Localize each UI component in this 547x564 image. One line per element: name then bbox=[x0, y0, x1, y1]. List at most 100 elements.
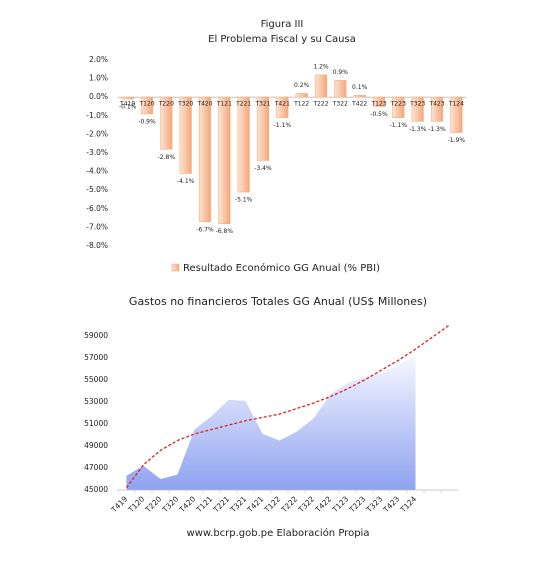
y-tick-label: 49000 bbox=[84, 441, 108, 450]
figure-subtitle: El Problema Fiscal y su Causa bbox=[208, 34, 356, 45]
bar bbox=[392, 96, 405, 118]
x-tick-label: T422 bbox=[313, 494, 334, 515]
x-tick-label: T123 bbox=[370, 101, 386, 108]
y-tick-label: -1.0% bbox=[86, 111, 108, 120]
x-tick-label: T221 bbox=[235, 101, 251, 108]
x-tick-label: T223 bbox=[347, 494, 368, 515]
y-tick-label: 1.0% bbox=[89, 74, 108, 83]
x-tick-label: T124 bbox=[398, 494, 419, 515]
x-tick-label: T121 bbox=[216, 101, 232, 108]
data-label: -0.5% bbox=[370, 111, 388, 118]
bar bbox=[179, 96, 192, 174]
y-tick-label: -7.0% bbox=[86, 222, 108, 231]
data-label: -3.4% bbox=[254, 165, 272, 172]
y-tick-label: 55000 bbox=[84, 375, 108, 384]
x-tick-label: T321 bbox=[228, 494, 249, 515]
x-tick-label: T420 bbox=[177, 494, 198, 515]
legend-swatch bbox=[171, 263, 180, 272]
x-tick-label: T423 bbox=[428, 101, 444, 108]
x-tick-label: T120 bbox=[126, 494, 147, 515]
bar bbox=[121, 96, 134, 100]
bar bbox=[198, 96, 212, 223]
data-label: 0.2% bbox=[294, 82, 310, 89]
bar bbox=[411, 96, 424, 122]
y-tick-label: 51000 bbox=[84, 419, 108, 428]
legend-label: Resultado Económico GG Anual (% PBI) bbox=[183, 262, 380, 274]
y-tick-label: 0.0% bbox=[89, 92, 108, 101]
x-tick-label: T222 bbox=[312, 101, 328, 108]
y-tick-label: 53000 bbox=[84, 397, 108, 406]
data-label: 1.2% bbox=[313, 63, 329, 70]
y-tick-label: 2.0% bbox=[89, 55, 108, 64]
y-tick-label: -5.0% bbox=[86, 185, 108, 194]
x-tick-label: T320 bbox=[177, 101, 193, 108]
x-tick-label: T421 bbox=[274, 101, 290, 108]
data-label: -6.7% bbox=[196, 226, 214, 233]
data-label: 0.9% bbox=[333, 69, 349, 76]
data-label: -1.3% bbox=[409, 126, 427, 133]
bar bbox=[237, 96, 250, 193]
x-tick-label: T423 bbox=[381, 494, 402, 515]
y-tick-label: -6.0% bbox=[86, 204, 108, 213]
x-tick-label: T220 bbox=[158, 101, 174, 108]
x-tick-label: T120 bbox=[138, 101, 154, 108]
x-tick-label: T322 bbox=[332, 101, 348, 108]
bar bbox=[372, 96, 386, 107]
x-tick-label: T419 bbox=[119, 101, 135, 108]
x-tick-label: T320 bbox=[160, 494, 181, 515]
bar bbox=[276, 96, 289, 118]
area bbox=[126, 355, 416, 490]
data-label: -6.8% bbox=[216, 228, 234, 235]
x-tick-label: T220 bbox=[143, 494, 164, 515]
bar bbox=[450, 96, 463, 133]
data-label: -2.8% bbox=[158, 154, 176, 161]
bar bbox=[295, 93, 308, 98]
x-tick-label: T420 bbox=[196, 101, 212, 108]
figure-title: Figura III bbox=[261, 19, 304, 30]
x-tick-label: T322 bbox=[296, 494, 317, 515]
bar bbox=[430, 96, 444, 122]
bar bbox=[334, 80, 347, 98]
y-tick-label: 45000 bbox=[84, 485, 108, 494]
x-tick-label: T222 bbox=[279, 494, 300, 515]
x-tick-label: T422 bbox=[351, 101, 367, 108]
x-tick-label: T223 bbox=[390, 101, 406, 108]
x-tick-label: T122 bbox=[293, 101, 309, 108]
y-tick-label: -3.0% bbox=[86, 148, 108, 157]
y-tick-label: -2.0% bbox=[86, 129, 108, 138]
data-label: -0.1% bbox=[119, 104, 137, 111]
data-label: -1.3% bbox=[428, 126, 446, 133]
x-tick-label: T124 bbox=[448, 101, 464, 108]
y-tick-label: -8.0% bbox=[86, 241, 108, 250]
bar bbox=[218, 96, 231, 224]
x-tick-label: T323 bbox=[364, 494, 385, 515]
bar bbox=[140, 96, 154, 115]
data-label: -0.9% bbox=[138, 118, 156, 125]
y-tick-label: 47000 bbox=[84, 463, 108, 472]
data-label: -1.1% bbox=[274, 122, 292, 129]
footer: www.bcrp.gob.pe Elaboración Propia bbox=[187, 527, 370, 539]
y-tick-label: -4.0% bbox=[86, 167, 108, 176]
data-label: -1.9% bbox=[448, 137, 466, 144]
data-label: -4.1% bbox=[177, 178, 195, 185]
x-tick-label: T121 bbox=[194, 494, 215, 515]
data-label: -1.1% bbox=[390, 122, 408, 129]
data-label: 0.1% bbox=[352, 84, 368, 91]
trend-line bbox=[125, 324, 450, 489]
x-tick-label: T419 bbox=[109, 494, 130, 515]
x-tick-label: T122 bbox=[262, 494, 283, 515]
bar bbox=[160, 96, 173, 150]
y-tick-label: 59000 bbox=[84, 331, 108, 340]
bar bbox=[256, 96, 270, 161]
bar bbox=[314, 74, 328, 98]
x-tick-label: T421 bbox=[245, 494, 266, 515]
data-label: -5.1% bbox=[235, 197, 253, 204]
x-tick-label: T221 bbox=[211, 494, 232, 515]
x-tick-label: T323 bbox=[409, 101, 425, 108]
x-tick-label: T321 bbox=[254, 101, 270, 108]
bar bbox=[353, 95, 366, 98]
x-tick-label: T123 bbox=[330, 494, 351, 515]
y-tick-label: 57000 bbox=[84, 353, 108, 362]
chart-title: Gastos no financieros Totales GG Anual (… bbox=[129, 295, 427, 308]
